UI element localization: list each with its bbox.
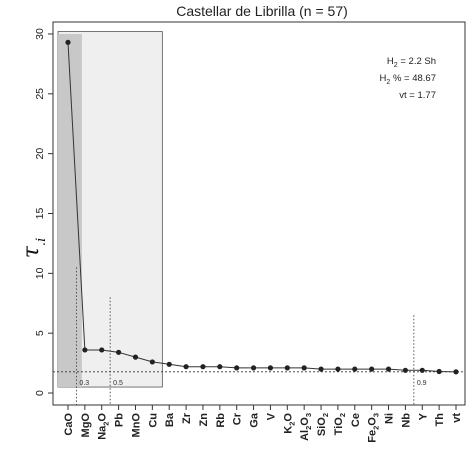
data-point-11 [250,365,257,371]
data-point-23 [453,369,459,375]
x-tick-label: Rb [215,413,227,428]
x-tick-label: Ce [350,413,362,427]
y-tick-label: 15 [34,208,46,220]
x-tick-label: Y [417,412,429,420]
annotations: H2 = 2.2 Sh H2 % = 48.67 vt = 1.77 [380,56,436,101]
data-point-22 [436,368,442,375]
data-point-21 [419,367,425,373]
y-tick-label: 0 [34,390,46,396]
y-tick-label: 20 [34,148,46,160]
cut-line-label-2: 0.9 [417,380,427,387]
data-point-16 [335,366,341,372]
x-tick-label: Pb [114,413,126,427]
cut-line-label-0: 0.3 [79,380,89,387]
chart-title: Castellar de Librilla (n = 57) [176,3,348,19]
x-tick-label: Zr [181,412,193,424]
x-tick-label: MnO [130,413,142,438]
x-tick-label: Nb [400,413,412,428]
annotation-2: vt = 1.77 [399,90,436,101]
highlight-box-inner [58,33,82,388]
x-tick-label: Th [434,413,446,427]
x-tick-label: SiO2 [316,413,330,436]
y-tick-label: 30 [34,28,46,40]
data-point-8 [200,364,206,370]
x-tick-label: Zn [198,413,210,427]
x-tick-label: Fe2O3 [367,413,381,443]
data-point-1 [82,347,88,353]
y-tick-label: 10 [34,267,46,279]
data-point-10 [234,365,240,371]
data-point-17 [352,366,358,372]
x-tick-label: V [265,412,277,420]
data-point-0 [65,39,71,45]
x-tick-label: vt [451,413,463,423]
x-tick-label: Ni [384,413,396,424]
data-point-9 [217,364,223,370]
data-point-20 [402,367,408,373]
data-point-5 [149,359,155,365]
data-point-4 [132,354,139,360]
data-point-12 [267,365,274,371]
data-point-7 [183,364,189,370]
x-tick-label: Cr [232,412,244,425]
highlight-boxes [57,31,163,388]
svg-text:τ.i: τ.i [19,238,49,258]
x-tick-label: Al2O3 [299,413,313,441]
y-tick-label: 5 [34,330,46,336]
data-point-3 [116,349,122,355]
y-axis-label-main: τ [19,245,44,258]
x-tick-label: Na2O [97,413,111,440]
y-tick-label: 25 [34,88,46,100]
series-line [67,42,457,373]
y-axis-ticks: 0 5 10 15 20 25 30 [34,28,53,396]
data-point-13 [284,365,290,371]
cut-line-label-1: 0.5 [113,380,123,387]
x-tick-label: Cu [147,413,159,428]
x-tick-label: CaO [63,413,75,436]
x-axis-ticks: CaO MgO Na2O Pb MnO Cu Ba Zr Zn Rb Cr Ga V K2OAl2O3Si… [63,405,463,443]
x-tick-label: TiO2 [333,413,347,435]
data-point-19 [385,366,392,372]
y-axis-label: τ.i [19,238,49,258]
y-axis-label-sub: .i [34,238,49,246]
data-point-6 [166,361,172,367]
series-tau [65,39,459,375]
annotation-0: H2 = 2.2 Sh [387,56,436,69]
annotation-1: H2 % = 48.67 [380,73,436,86]
data-point-2 [99,347,105,353]
data-point-14 [301,365,307,371]
data-point-15 [318,366,324,372]
data-point-18 [369,366,375,372]
x-tick-label: MgO [80,413,92,438]
x-tick-label: Ga [249,412,261,428]
x-tick-label: K2O [282,413,296,434]
x-tick-label: Ba [164,412,176,427]
